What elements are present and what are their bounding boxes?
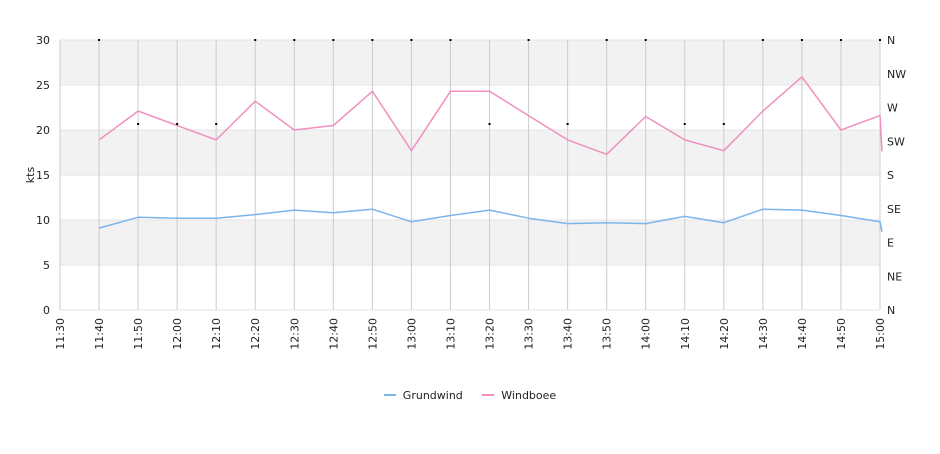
- direction-marker: [293, 39, 295, 41]
- direction-label: E: [887, 237, 894, 250]
- direction-marker: [606, 39, 608, 41]
- x-tick-label: 14:00: [640, 318, 653, 350]
- x-tick-label: 12:30: [288, 318, 301, 350]
- legend-item-windboee[interactable]: Windboee: [482, 389, 556, 402]
- x-tick-label: 14:40: [796, 318, 809, 350]
- direction-marker: [98, 39, 100, 41]
- direction-label: S: [887, 169, 894, 182]
- x-tick-label: 12:10: [210, 318, 223, 350]
- direction-marker: [489, 123, 491, 125]
- y-tick-label: 20: [36, 124, 50, 137]
- direction-marker: [879, 39, 881, 41]
- x-tick-label: 13:00: [405, 318, 418, 350]
- legend-item-grundwind[interactable]: Grundwind: [384, 389, 463, 402]
- direction-marker: [449, 39, 451, 41]
- direction-label: SW: [887, 135, 905, 148]
- direction-marker: [645, 39, 647, 41]
- direction-marker: [176, 123, 178, 125]
- x-tick-label: 12:50: [366, 318, 379, 350]
- plot-band: [60, 40, 880, 85]
- x-tick-label: 11:40: [93, 318, 106, 350]
- direction-marker: [371, 39, 373, 41]
- direction-marker: [254, 39, 256, 41]
- x-tick-label: 12:20: [249, 318, 262, 350]
- direction-marker: [137, 123, 139, 125]
- direction-label: NE: [887, 270, 902, 283]
- x-tick-label: 14:30: [757, 318, 770, 350]
- direction-marker: [567, 123, 569, 125]
- direction-marker: [528, 39, 530, 41]
- legend: Grundwind Windboee: [0, 386, 940, 402]
- legend-swatch-grundwind: [384, 394, 396, 396]
- direction-marker: [840, 39, 842, 41]
- x-tick-label: 15:00: [874, 318, 887, 350]
- y-tick-label: 15: [36, 169, 50, 182]
- direction-marker: [723, 123, 725, 125]
- x-tick-label: 13:20: [484, 318, 497, 350]
- direction-marker: [762, 39, 764, 41]
- direction-label: N: [887, 34, 895, 47]
- y-tick-label: 30: [36, 34, 50, 47]
- x-tick-label: 11:50: [132, 318, 145, 350]
- x-tick-label: 12:00: [171, 318, 184, 350]
- plot-band: [60, 220, 880, 265]
- plot-band: [60, 130, 880, 175]
- x-tick-label: 13:50: [601, 318, 614, 350]
- y-tick-label: 10: [36, 214, 50, 227]
- y-tick-label: 25: [36, 79, 50, 92]
- direction-marker: [410, 39, 412, 41]
- y-axis-title: kts: [24, 167, 37, 184]
- x-tick-label: 13:10: [444, 318, 457, 350]
- x-tick-label: 14:50: [835, 318, 848, 350]
- y-tick-label: 5: [43, 259, 50, 272]
- legend-label-grundwind: Grundwind: [403, 389, 463, 402]
- x-tick-label: 14:10: [679, 318, 692, 350]
- direction-label: SE: [887, 203, 901, 216]
- direction-marker: [215, 123, 217, 125]
- direction-label: N: [887, 304, 895, 317]
- x-tick-label: 11:30: [54, 318, 67, 350]
- y-tick-label: 0: [43, 304, 50, 317]
- x-tick-label: 13:40: [562, 318, 575, 350]
- x-tick-label: 13:30: [523, 318, 536, 350]
- legend-label-windboee: Windboee: [501, 389, 556, 402]
- direction-label: NW: [887, 68, 906, 81]
- direction-label: W: [887, 102, 898, 115]
- x-tick-label: 12:40: [327, 318, 340, 350]
- direction-marker: [684, 123, 686, 125]
- legend-swatch-windboee: [482, 394, 494, 396]
- direction-marker: [801, 39, 803, 41]
- x-tick-label: 14:20: [718, 318, 731, 350]
- direction-marker: [332, 39, 334, 41]
